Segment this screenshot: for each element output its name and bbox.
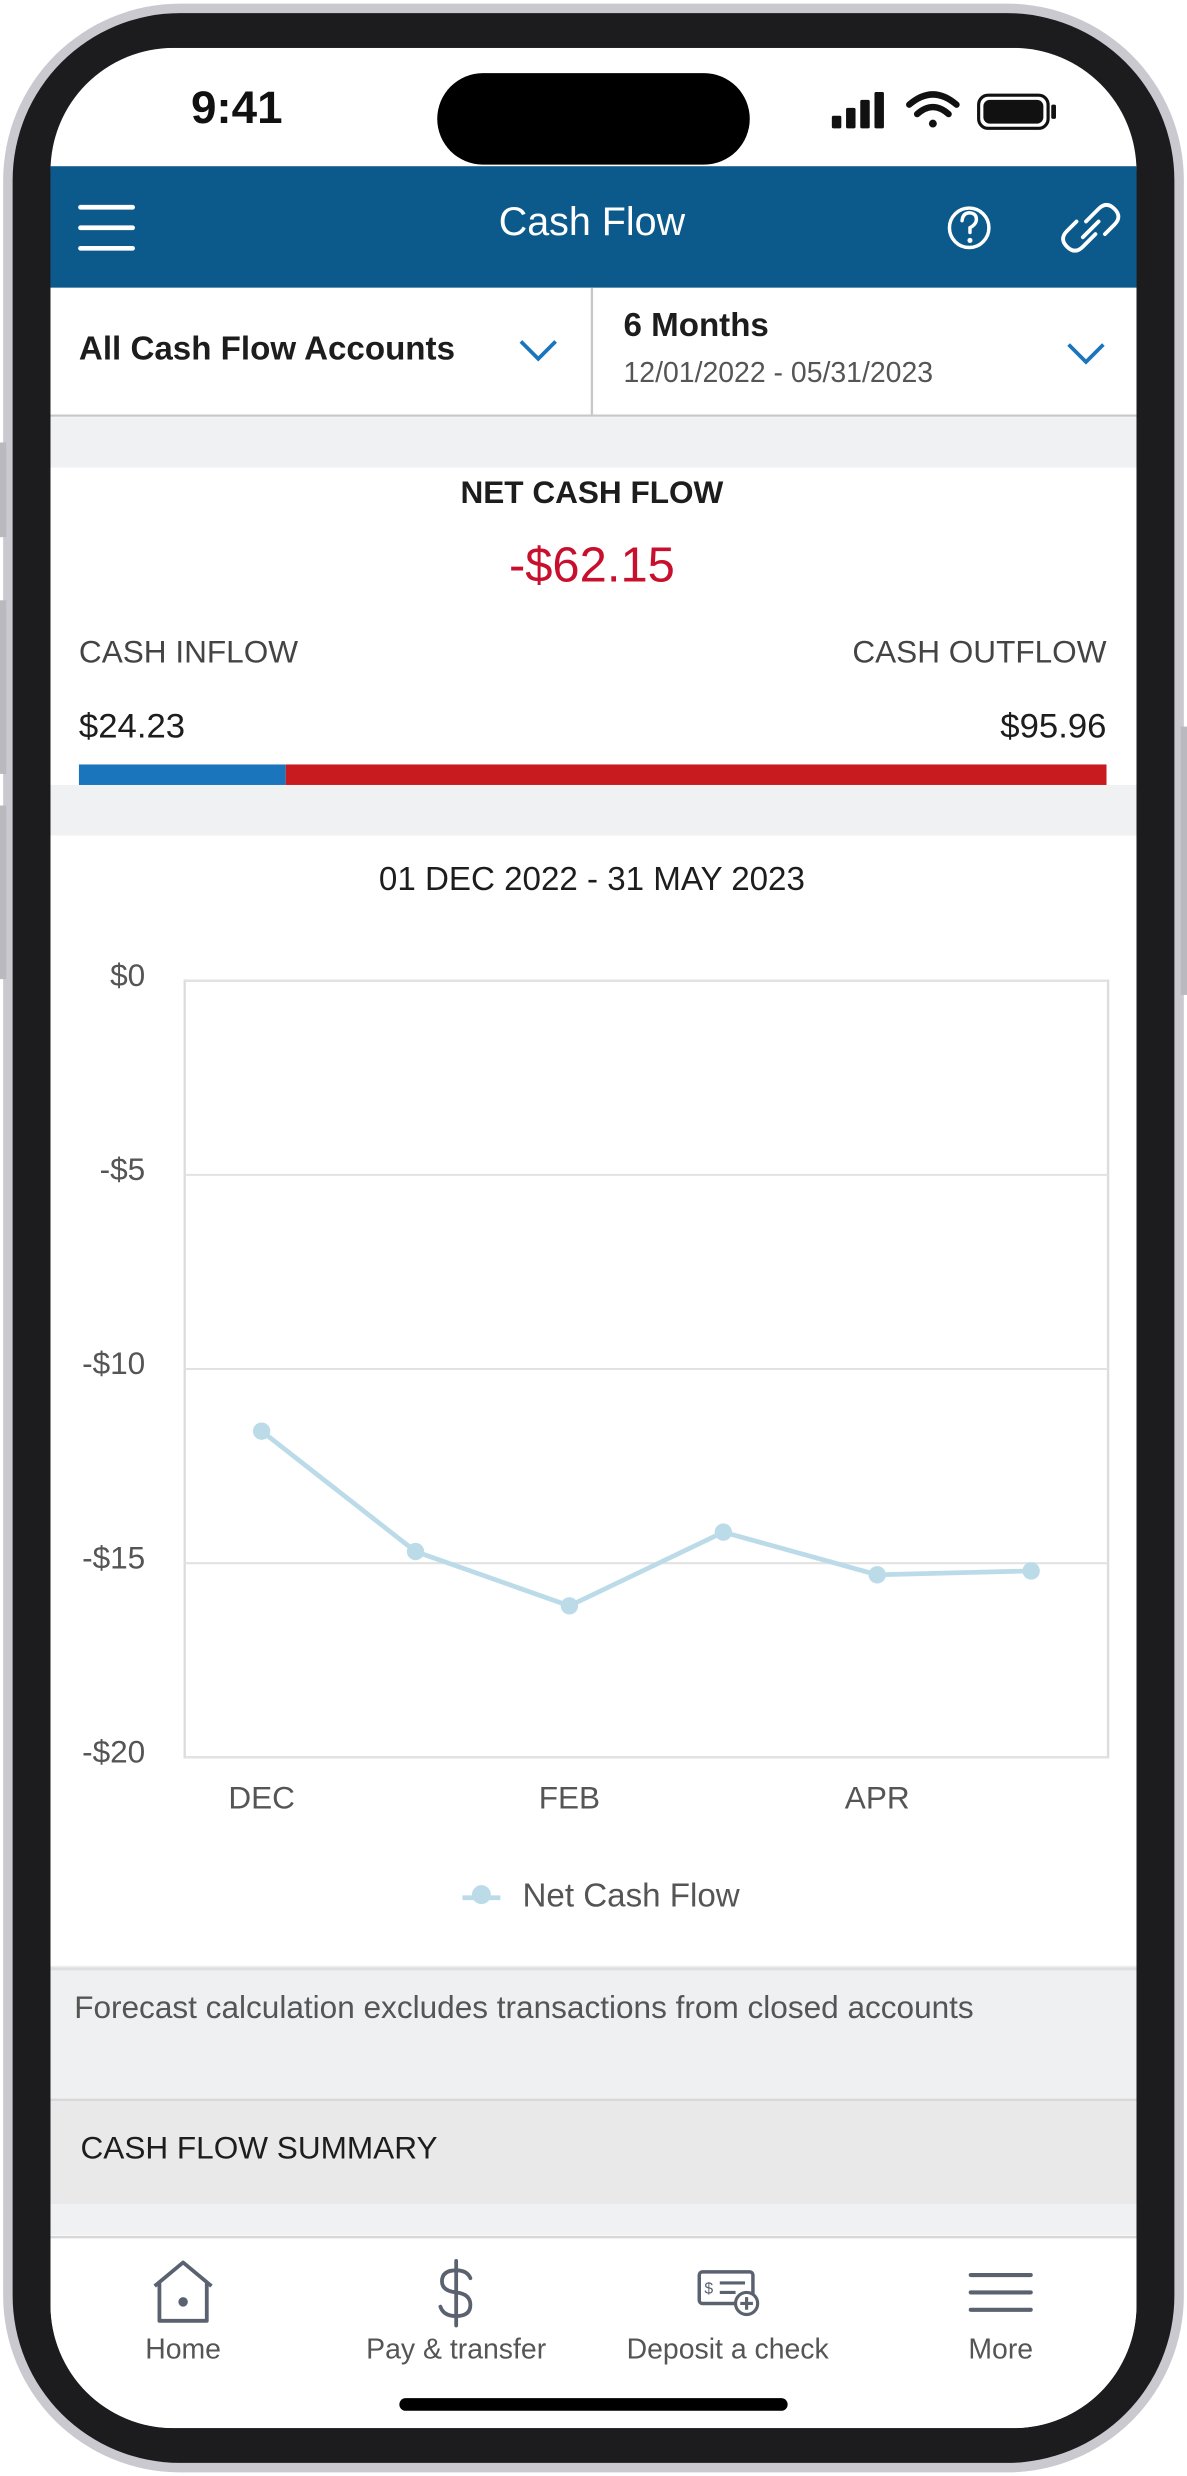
account-filter: All Cash Flow Accounts <box>79 331 455 368</box>
menu-button[interactable] <box>78 204 135 251</box>
home-indicator <box>399 2398 788 2411</box>
y-tick-label: -$15 <box>82 1539 145 1575</box>
x-tick-label: FEB <box>539 1779 600 1815</box>
side-button <box>0 442 7 538</box>
net-cash-flow: -$62.15 <box>509 539 675 593</box>
link-button[interactable] <box>1061 203 1121 253</box>
tab-label: Deposit a check <box>627 2333 830 2365</box>
note-area <box>50 1965 1137 2100</box>
outflow-bar <box>285 764 1107 785</box>
chart-title: 01 DEC 2022 - 31 MAY 2023 <box>379 861 805 898</box>
screen: 9:41 Cash Flow <box>50 47 1137 2429</box>
battery-icon <box>977 93 1050 130</box>
y-tick-label: -$5 <box>100 1151 146 1187</box>
header-title: Cash Flow <box>499 200 686 244</box>
gap <box>50 784 1137 836</box>
tab-label: Pay & transfer <box>366 2333 546 2365</box>
tab-deposit[interactable]: $ Deposit a check <box>627 2270 830 2365</box>
filter-bar <box>50 287 1137 416</box>
chart-card <box>50 835 1137 1966</box>
chevron <box>1067 343 1105 365</box>
tab-bar <box>50 2235 1137 2429</box>
section-title[interactable]: CASH FLOW SUMMARY <box>81 2130 438 2166</box>
side-button <box>0 600 7 774</box>
outflow-amount: $95.96 <box>1000 707 1106 745</box>
chart: -$20 -$15 -$10 -$5 $0 DEC FEB APR Net Cash Flow <box>82 957 1109 1915</box>
icon-glyph: $ <box>704 2280 713 2297</box>
tab-label: More <box>968 2333 1033 2365</box>
legend-label: Net Cash Flow <box>522 1878 739 1915</box>
tab-more[interactable]: More <box>968 2272 1033 2365</box>
series-line <box>260 1429 1032 1609</box>
tab-pay-transfer[interactable]: Pay & transfer <box>366 2258 546 2365</box>
y-tick-label: -$20 <box>82 1733 145 1769</box>
battery-level <box>983 99 1044 124</box>
data-point <box>406 1542 425 1561</box>
side-button <box>0 805 7 980</box>
period-filter: 6 Months <box>623 307 768 344</box>
app-header <box>50 166 1137 288</box>
date-range: 12/01/2022 - 05/31/2023 <box>623 357 933 389</box>
data-point <box>1022 1562 1040 1580</box>
outflow-label: CASH OUTFLOW <box>852 633 1106 669</box>
forecast-note: Forecast calculation excludes transactio… <box>74 1989 974 2025</box>
status-time: 9:41 <box>191 82 283 133</box>
summary-card <box>50 467 1137 785</box>
tab-home[interactable]: Home <box>145 2260 221 2365</box>
gap <box>50 2204 1137 2236</box>
summary-title: NET CASH FLOW <box>460 474 723 510</box>
y-tick-label: $0 <box>110 957 145 993</box>
chevron <box>519 340 557 362</box>
wifi-icon <box>906 91 960 128</box>
dynamic-island <box>437 73 750 165</box>
data-point <box>560 1597 579 1615</box>
data-point <box>252 1422 271 1440</box>
account-dropdown[interactable]: All Cash Flow Accounts <box>79 331 557 368</box>
help-button[interactable] <box>947 206 991 250</box>
period-dropdown[interactable]: 6 Months 12/01/2022 - 05/31/2023 <box>623 307 1105 389</box>
gap <box>50 417 1137 468</box>
section-header <box>50 2099 1137 2205</box>
signal-icon <box>831 92 884 129</box>
side-button <box>1180 726 1187 995</box>
inflow-bar <box>78 764 286 785</box>
x-tick-label: DEC <box>228 1779 295 1815</box>
data-point <box>714 1523 733 1541</box>
battery-tip <box>1051 104 1056 119</box>
tab-label: Home <box>145 2333 221 2365</box>
y-tick-label: -$10 <box>82 1345 145 1381</box>
legend-marker <box>471 1885 491 1905</box>
inflow-amount: $24.23 <box>79 707 185 745</box>
x-tick-label: APR <box>845 1779 910 1815</box>
data-point <box>868 1566 886 1584</box>
inflow-label: CASH INFLOW <box>79 633 298 669</box>
